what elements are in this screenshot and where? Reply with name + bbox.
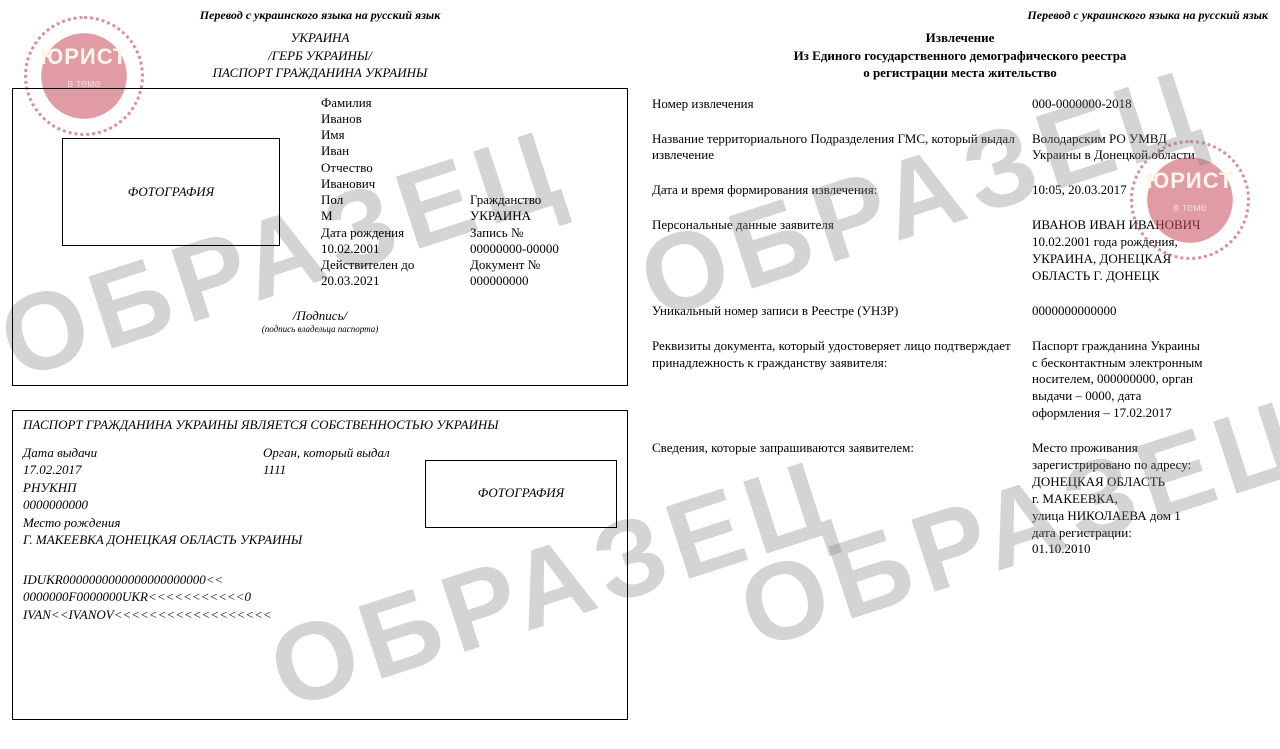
citizenship-label: Гражданство [470,192,619,208]
passport-front-panel: ФОТОГРАФИЯ ФамилияИванов ИмяИван Отчеств… [12,88,628,386]
extract-value-line: 0000000000000 [1032,303,1268,320]
extract-row-label: Реквизиты документа, который удостоверяе… [652,338,1032,422]
extract-value-line: 000-0000000-2018 [1032,96,1268,113]
passport-back-panel: ПАСПОРТ ГРАЖДАНИНА УКРАИНЫ ЯВЛЯЕТСЯ СОБС… [12,410,628,720]
left-column: ЮРИСТ в теме ОБРАЗЕЦ ОБРАЗЕЦ Перевод с у… [0,0,640,749]
header-title: ПАСПОРТ ГРАЖДАНИНА УКРАИНЫ [12,64,628,82]
extract-row: Номер извлечения000-0000000-2018 [652,96,1268,113]
extract-title-1: Извлечение [652,29,1268,47]
mrz-line-1: IDUKR0000000000000000000000<< [23,571,617,589]
extract-value-line: 01.10.2010 [1032,541,1268,558]
extract-row: Персональные данные заявителяИВАНОВ ИВАН… [652,217,1268,285]
sex-label: Пол [321,192,470,208]
right-column: ЮРИСТ в теме ОБРАЗЕЦ ОБРАЗЕЦ Перевод с у… [640,0,1280,749]
extract-title-2: Из Единого государственного демографичес… [652,47,1268,65]
extract-rows: Номер извлечения000-0000000-2018 Название… [652,96,1268,559]
extract-value-line: ОБЛАСТЬ Г. ДОНЕЦК [1032,268,1268,285]
patronymic-value: Иванович [321,176,619,192]
extract-row-label: Персональные данные заявителя [652,217,1032,285]
extract-row-value: 0000000000000 [1032,303,1268,320]
dob-value: 10.02.2001 [321,241,470,257]
extract-row: Уникальный номер записи в Реестре (УНЗР)… [652,303,1268,320]
extract-value-line: Володарским РО УМВД [1032,131,1268,148]
extract-value-line: дата регистрации: [1032,525,1268,542]
name-label: Имя [321,127,619,143]
extract-value-line: зарегистрировано по адресу: [1032,457,1268,474]
extract-title-3: о регистрации места жительство [652,64,1268,82]
surname-label: Фамилия [321,95,619,111]
extract-row-value: 000-0000000-2018 [1032,96,1268,113]
mrz-line-3: IVAN<<IVANOV<<<<<<<<<<<<<<<<<< [23,606,617,624]
valid-value: 20.03.2021 [321,273,470,289]
extract-row: Реквизиты документа, который удостоверяе… [652,338,1268,422]
translation-note-right: Перевод с украинского языка на русский я… [652,8,1268,23]
name-value: Иван [321,143,619,159]
rnokpp-label: РНУКНП [23,479,417,497]
extract-value-line: Паспорт гражданина Украины [1032,338,1268,355]
pob-label: Место рождения [23,514,417,532]
patronymic-label: Отчество [321,160,619,176]
doc-label: Документ № [470,257,619,273]
header-emblem: /ГЕРБ УКРАИНЫ/ [12,47,628,65]
passport-header: УКРАИНА /ГЕРБ УКРАИНЫ/ ПАСПОРТ ГРАЖДАНИН… [12,29,628,82]
extract-value-line: выдачи – 0000, дата [1032,388,1268,405]
extract-value-line: носителем, 000000000, орган [1032,371,1268,388]
extract-value-line: Место проживания [1032,440,1268,457]
extract-value-line: оформления – 17.02.2017 [1032,405,1268,422]
doc-value: 000000000 [470,273,619,289]
mrz-line-2: 0000000F0000000UKR<<<<<<<<<<<0 [23,588,617,606]
extract-value-line: ДОНЕЦКАЯ ОБЛАСТЬ [1032,474,1268,491]
dob-label: Дата рождения [321,225,470,241]
extract-row-label: Дата и время формирования извлечения: [652,182,1032,199]
photo-placeholder-front: ФОТОГРАФИЯ [62,138,280,246]
extract-row-label: Название территориального Подразделения … [652,131,1032,165]
extract-row-value: Место проживаниязарегистрировано по адре… [1032,440,1268,558]
translation-note-left: Перевод с украинского языка на русский я… [12,8,628,23]
extract-value-line: 10:05, 20.03.2017 [1032,182,1268,199]
record-label: Запись № [470,225,619,241]
extract-row-value: ИВАНОВ ИВАН ИВАНОВИЧ10.02.2001 года рожд… [1032,217,1268,285]
ownership-text: ПАСПОРТ ГРАЖДАНИНА УКРАИНЫ ЯВЛЯЕТСЯ СОБС… [23,417,617,434]
extract-value-line: ИВАНОВ ИВАН ИВАНОВИЧ [1032,217,1268,234]
extract-value-line: г. МАКЕЕВКА, [1032,491,1268,508]
extract-row: Сведения, которые запрашиваются заявител… [652,440,1268,558]
extract-value-line: Украины в Донецкой области [1032,147,1268,164]
document-root: ЮРИСТ в теме ОБРАЗЕЦ ОБРАЗЕЦ Перевод с у… [0,0,1280,749]
extract-header: Извлечение Из Единого государственного д… [652,29,1268,82]
extract-row-value: Паспорт гражданина Украиныс бесконтактны… [1032,338,1268,422]
signature-sublabel: (подпись владельца паспорта) [21,324,619,334]
signature-label: /Подпись/ [21,308,619,324]
extract-value-line: с бесконтактным электронным [1032,355,1268,372]
extract-value-line: 10.02.2001 года рождения, [1032,234,1268,251]
extract-row-value: Володарским РО УМВДУкраины в Донецкой об… [1032,131,1268,165]
valid-label: Действителен до [321,257,470,273]
extract-row-label: Уникальный номер записи в Реестре (УНЗР) [652,303,1032,320]
record-value: 00000000-00000 [470,241,619,257]
header-country: УКРАИНА [12,29,628,47]
extract-value-line: УКРАИНА, ДОНЕЦКАЯ [1032,251,1268,268]
extract-value-line: улица НИКОЛАЕВА дом 1 [1032,508,1268,525]
extract-row-label: Номер извлечения [652,96,1032,113]
extract-row: Название территориального Подразделения … [652,131,1268,165]
citizenship-value: УКРАИНА [470,208,619,224]
extract-row-value: 10:05, 20.03.2017 [1032,182,1268,199]
surname-value: Иванов [321,111,619,127]
sex-value: М [321,208,470,224]
pob-value: Г. МАКЕЕВКА ДОНЕЦКАЯ ОБЛАСТЬ УКРАИНЫ [23,531,417,549]
authority-value: 1111 [263,461,390,479]
issue-date-label: Дата выдачи [23,444,263,462]
extract-row-label: Сведения, которые запрашиваются заявител… [652,440,1032,558]
authority-label: Орган, который выдал [263,444,390,462]
rnokpp-value: 0000000000 [23,496,417,514]
issue-date-value: 17.02.2017 [23,461,263,479]
extract-row: Дата и время формирования извлечения:10:… [652,182,1268,199]
photo-placeholder-back: ФОТОГРАФИЯ [425,460,617,528]
